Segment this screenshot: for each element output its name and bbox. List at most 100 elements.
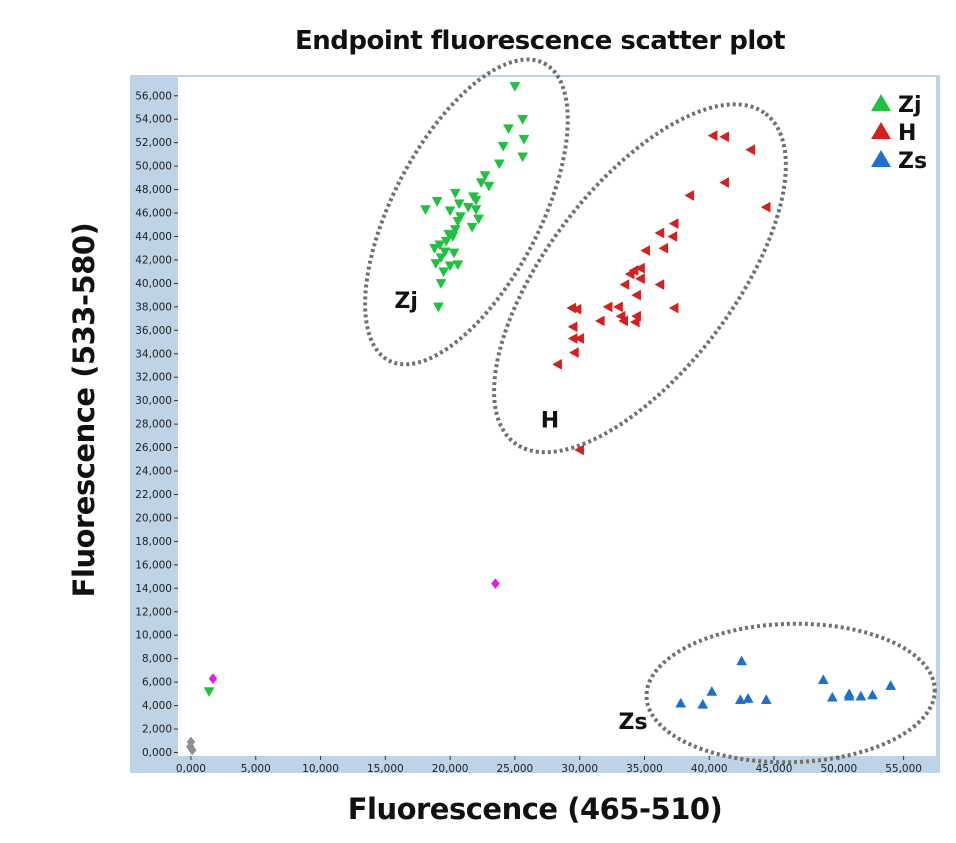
data-point-zj [452,216,464,227]
data-point-zj [431,197,443,207]
x-tick-label: 20,000 [432,763,469,775]
cluster-outline-h [492,102,788,455]
x-tick-label: 30,000 [561,763,598,775]
data-point-zj [430,259,442,269]
y-tick-label: 42,000 [135,254,172,266]
data-point-h [552,358,562,370]
legend: Zj H Zs [871,93,927,174]
y-tick-label: 48,000 [135,184,172,196]
data-point-zj [483,181,495,192]
data-point-h [619,279,630,290]
data-point-zj [502,124,514,135]
cluster-outline-zj [363,57,570,367]
y-tick-label: 18,000 [135,536,172,548]
data-point-zj [475,178,487,189]
y-tick-label: 24,000 [135,466,172,478]
data-point-zj [518,134,530,145]
data-point-h [624,268,635,280]
y-tick-label: 22,000 [135,489,172,501]
data-point-h [667,231,678,242]
data-point-h [568,347,579,359]
y-tick-label: 56,000 [135,90,172,102]
x-tick-label: 40,000 [691,763,728,775]
legend-marker-zs [871,150,891,167]
y-tick-label: 26,000 [135,442,172,454]
data-point-h [602,301,613,313]
data-point-zs [675,697,687,708]
x-tick-label: 55,000 [885,763,922,775]
data-point-h [631,289,641,301]
data-point-h [658,242,669,254]
y-tick-label: 46,000 [135,208,172,220]
data-point-zj [203,687,215,698]
y-tick-label: 0,000 [142,747,172,759]
x-tick-label: 10,000 [302,763,339,775]
data-point-h [594,315,605,327]
y-tick-label: 28,000 [135,419,172,431]
data-point-zj [470,195,482,206]
data-point-zj [453,199,465,210]
legend-marker-h [871,122,891,139]
data-point-zs [826,691,838,702]
y-tick-label: 50,000 [135,161,172,173]
y-tick-label: 2,000 [142,724,172,736]
cluster-label: Zs [619,710,648,735]
data-point-zj [497,141,509,152]
data-point-zj [439,247,451,258]
data-point [187,744,197,756]
data-point-h [567,321,578,333]
data-point-zs [855,690,867,701]
data-point-zs [843,690,855,701]
x-tick-label: 25,000 [497,763,534,775]
data-point-h [629,316,640,328]
y-tick-label: 32,000 [135,372,172,384]
data-points [185,82,897,756]
y-tick-label: 10,000 [135,630,172,642]
data-point-zs [736,655,748,666]
data-point-zs [706,685,718,696]
axes: 0,000 5,000 10,000 15,000 20,000 25,000 30,000… [135,90,922,775]
data-point-zj [449,188,461,199]
cluster-label: H [541,409,559,434]
data-point-zs [885,680,897,690]
data-point-h [635,273,645,285]
data-point-h [635,262,645,274]
data-point-h [618,315,628,327]
data-point-h [760,201,771,213]
data-point-zs [867,689,878,700]
data-point-zj [479,171,491,182]
legend-marker-zj [871,94,891,111]
data-point-zj [470,205,482,216]
y-tick-label: 6,000 [142,677,172,689]
data-point-h [707,130,718,142]
y-tick-label: 40,000 [135,278,172,290]
data-point-zj [433,302,444,313]
y-tick-label: 12,000 [135,606,172,618]
chart-title: Endpoint fluorescence scatter plot [294,26,786,56]
y-tick-label: 16,000 [135,559,172,571]
y-tick-label: 30,000 [135,395,172,407]
data-point-zj [448,248,460,259]
data-point-zj [444,261,456,272]
cluster-outlines [363,57,937,765]
plot-area [178,77,936,756]
y-tick-label: 44,000 [135,231,172,243]
cluster-labels: Zj H Zs [394,289,647,735]
data-point-h [654,227,665,239]
data-point-zs [697,698,709,709]
data-point-zj [473,214,485,225]
data-point-zj [466,222,478,233]
x-tick-label: 50,000 [820,763,857,775]
y-tick-label: 54,000 [135,114,172,126]
data-point-zj [452,260,464,271]
data-point-h [654,279,665,290]
data-point-zs [742,693,754,703]
data-point-h [745,144,755,156]
legend-label: Zj [898,93,922,118]
cluster-label: Zj [394,289,418,314]
y-tick-label: 34,000 [135,348,172,360]
data-point-h [719,131,730,143]
legend-label: Zs [898,149,927,174]
data-point-h [719,177,730,188]
